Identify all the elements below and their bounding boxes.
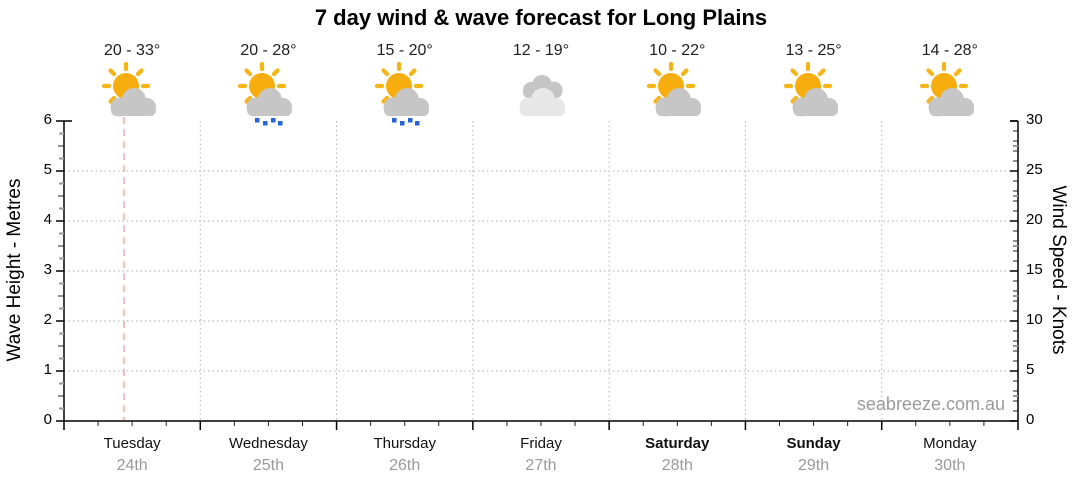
weather-icon (372, 60, 438, 126)
day-name-label: Saturday (645, 435, 710, 452)
day-date-label: 27th (525, 457, 557, 474)
day-name-label: Tuesday (103, 435, 161, 452)
day-name-label: Monday (923, 435, 977, 452)
temp-range-label: 14 - 28° (921, 42, 978, 59)
cloud-icon (655, 88, 702, 117)
rain-drops-icon (391, 118, 420, 126)
cloud-icon (928, 88, 974, 117)
day-name-label: Friday (520, 435, 562, 452)
wave-axis-tick-label: 0 (43, 411, 52, 428)
temp-range-label: 15 - 20° (376, 42, 433, 59)
wave-axis-title: Wave Height - Metres (4, 178, 25, 362)
wind-axis-tick-label: 20 (1026, 211, 1043, 228)
day-name-label: Thursday (373, 435, 436, 452)
cloud-icon (792, 88, 838, 117)
cloud-icon (519, 88, 565, 117)
day-date-label: 29th (797, 457, 830, 474)
day-name-label: Wednesday (228, 435, 308, 452)
wave-axis-tick-label: 6 (43, 111, 52, 128)
day-name-label: Sunday (786, 435, 841, 452)
weather-icon (508, 60, 574, 126)
weather-icon (99, 60, 165, 126)
cloud-icon (383, 88, 429, 117)
weather-icon (917, 60, 983, 126)
wave-axis-tick-label: 5 (43, 161, 52, 178)
wind-axis-tick-label: 15 (1026, 261, 1043, 278)
wave-axis-tick-label: 4 (43, 211, 52, 228)
wave-axis-tick-label: 1 (43, 361, 52, 378)
day-date-label: 26th (389, 457, 421, 474)
temp-range-label: 12 - 19° (512, 42, 570, 59)
chart-title: 7 day wind & wave forecast for Long Plai… (314, 5, 768, 30)
wave-axis-tick-label: 3 (43, 261, 52, 278)
temp-range-label: 13 - 25° (785, 42, 842, 59)
cloud-icon (110, 88, 157, 117)
wind-axis-tick-label: 0 (1026, 411, 1035, 428)
day-date-label: 30th (934, 457, 966, 474)
temp-range-label: 10 - 22° (649, 42, 706, 59)
wind-axis-tick-label: 25 (1026, 161, 1043, 178)
cloud-icon (246, 88, 293, 117)
weather-icon (235, 60, 301, 126)
wave-axis-tick-label: 2 (43, 311, 52, 328)
wind-axis-tick-label: 5 (1026, 361, 1035, 378)
weather-icon (781, 60, 847, 126)
temp-range-label: 20 - 28° (240, 42, 297, 59)
wind-axis-tick-label: 30 (1026, 111, 1043, 128)
wind-axis-title: Wind Speed - Knots (1048, 185, 1069, 355)
day-date-label: 24th (116, 457, 148, 474)
temp-range-label: 20 - 33° (104, 42, 161, 59)
wind-axis-tick-label: 10 (1026, 311, 1043, 328)
day-date-label: 28th (661, 457, 693, 474)
rain-drops-icon (255, 118, 283, 126)
weather-icon (644, 60, 710, 126)
watermark: seabreeze.com.au (856, 394, 1005, 414)
day-date-label: 25th (252, 457, 284, 474)
